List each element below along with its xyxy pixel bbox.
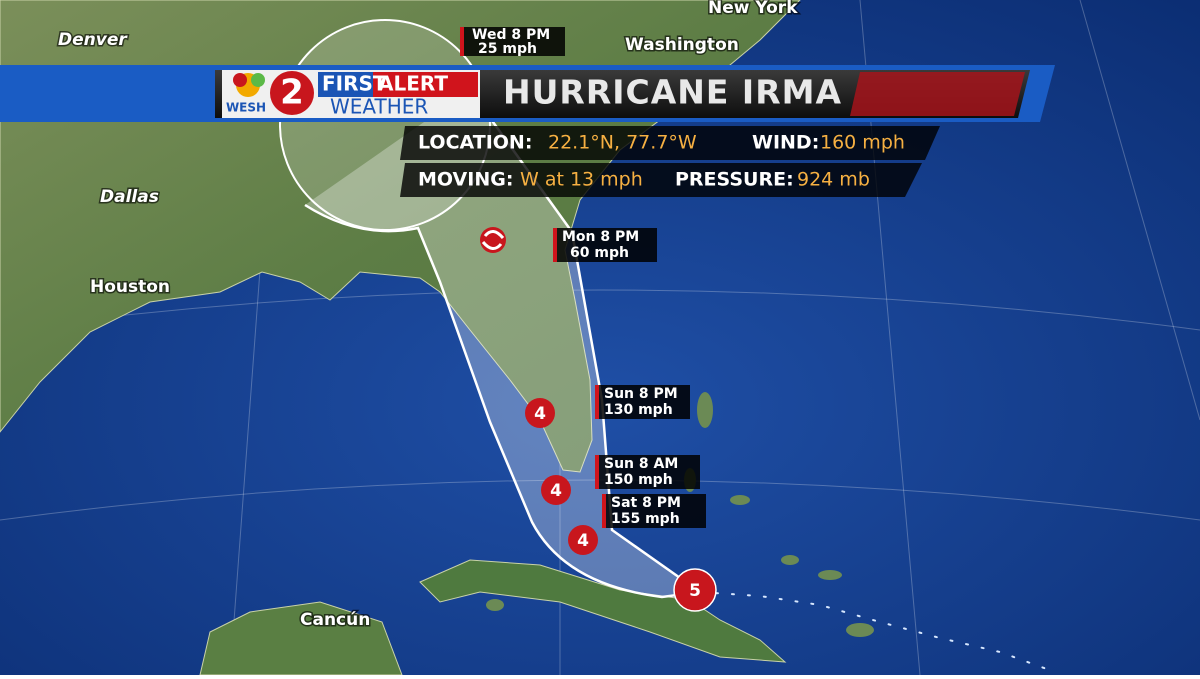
label: Sun 8 PM [604,386,678,402]
label: Sat 8 PM [611,495,681,511]
station-label: WESH [226,101,266,115]
label: 4 [534,404,546,424]
city-label: Houston [90,277,170,297]
stat-value: 22.1°N, 77.7°W [548,132,697,154]
city-label: New York [708,0,798,18]
label: Mon 8 PM [562,229,639,245]
city-label: Dallas [100,187,159,207]
label: Sun 8 AM [604,456,678,472]
brand-weather: WEATHER [330,95,428,119]
hurricane-icon [480,227,506,253]
stat-value: 924 mb [797,169,870,191]
city-label: Denver [58,30,128,50]
label: 4 [577,531,589,551]
hurricane-icon: 4 [568,525,598,555]
label: Wed 8 PM [472,27,550,43]
stat-value: 160 mph [820,132,905,154]
brand-alert: ALERT [378,72,448,96]
label: 5 [689,581,701,601]
stat-label: PRESSURE: [675,169,794,191]
stat-value: W at 13 mph [520,169,643,191]
header-banner: WESH 2 FIRST ALERT WEATHER HURRICANE IRM… [0,65,1055,122]
stats-panel: LOCATION: 22.1°N, 77.7°W WIND: 160 mph M… [400,126,940,197]
hurricane-icon: 4 [525,398,555,428]
label: 25 mph [478,41,537,57]
current-hurricane-icon: 5 [673,568,717,612]
hurricane-icon: 4 [541,475,571,505]
stat-label: LOCATION: [418,132,532,154]
city-label: Washington [625,35,739,55]
label: 60 mph [570,245,629,261]
stat-label: WIND: [752,132,819,154]
cuba [419,559,787,663]
label: 150 mph [604,472,673,488]
label: 4 [550,481,562,501]
brand-first: FIRST [322,72,387,96]
stat-label: MOVING: [418,169,513,191]
label: 155 mph [611,511,680,527]
label: 130 mph [604,402,673,418]
city-label: Cancún [300,610,370,630]
page-title: HURRICANE IRMA [503,73,842,112]
past-track [699,591,1056,673]
channel-number: 2 [280,73,304,113]
